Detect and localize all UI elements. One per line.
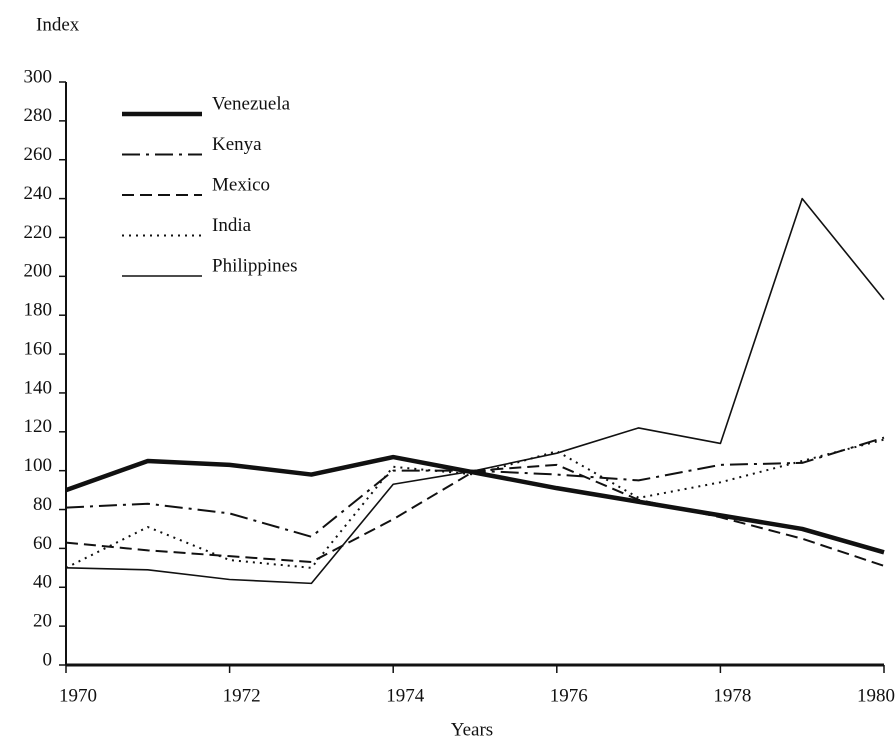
y-tick-label: 200 — [24, 261, 53, 282]
x-tick-label: 1980 — [857, 685, 895, 706]
y-tick-label: 260 — [24, 144, 53, 165]
x-tick-label: 1972 — [223, 685, 261, 706]
y-tick-label: 80 — [33, 494, 52, 515]
y-tick-label: 20 — [33, 610, 52, 631]
y-tick-label: 160 — [24, 338, 53, 359]
y-tick-label: 40 — [33, 572, 52, 593]
series-line — [65, 197, 885, 585]
y-axis-label: Index — [36, 14, 80, 35]
y-tick-label: 100 — [24, 455, 53, 476]
series-line — [65, 463, 885, 567]
legend-label: Venezuela — [212, 93, 291, 114]
y-tick-label: 120 — [24, 416, 53, 437]
y-tick-label: 140 — [24, 377, 53, 398]
x-tick-label: 1974 — [386, 685, 425, 706]
y-tick-label: 0 — [43, 649, 53, 670]
legend-label: Kenya — [212, 134, 262, 155]
x-tick-label: 1978 — [713, 685, 751, 706]
legend-label: India — [212, 215, 252, 236]
x-tick-label: 1976 — [550, 685, 588, 706]
y-tick-label: 220 — [24, 222, 53, 243]
x-tick-label: 1970 — [59, 685, 97, 706]
y-tick-label: 280 — [24, 105, 53, 126]
x-axis-label: Years — [451, 719, 493, 739]
y-tick-label: 300 — [24, 66, 53, 87]
y-tick-label: 180 — [24, 300, 53, 321]
legend-label: Philippines — [212, 255, 298, 276]
y-tick-label: 240 — [24, 183, 53, 204]
series-line — [65, 454, 885, 555]
series-line — [65, 438, 885, 569]
y-tick-label: 60 — [33, 533, 52, 554]
legend-label: Mexico — [212, 174, 270, 195]
